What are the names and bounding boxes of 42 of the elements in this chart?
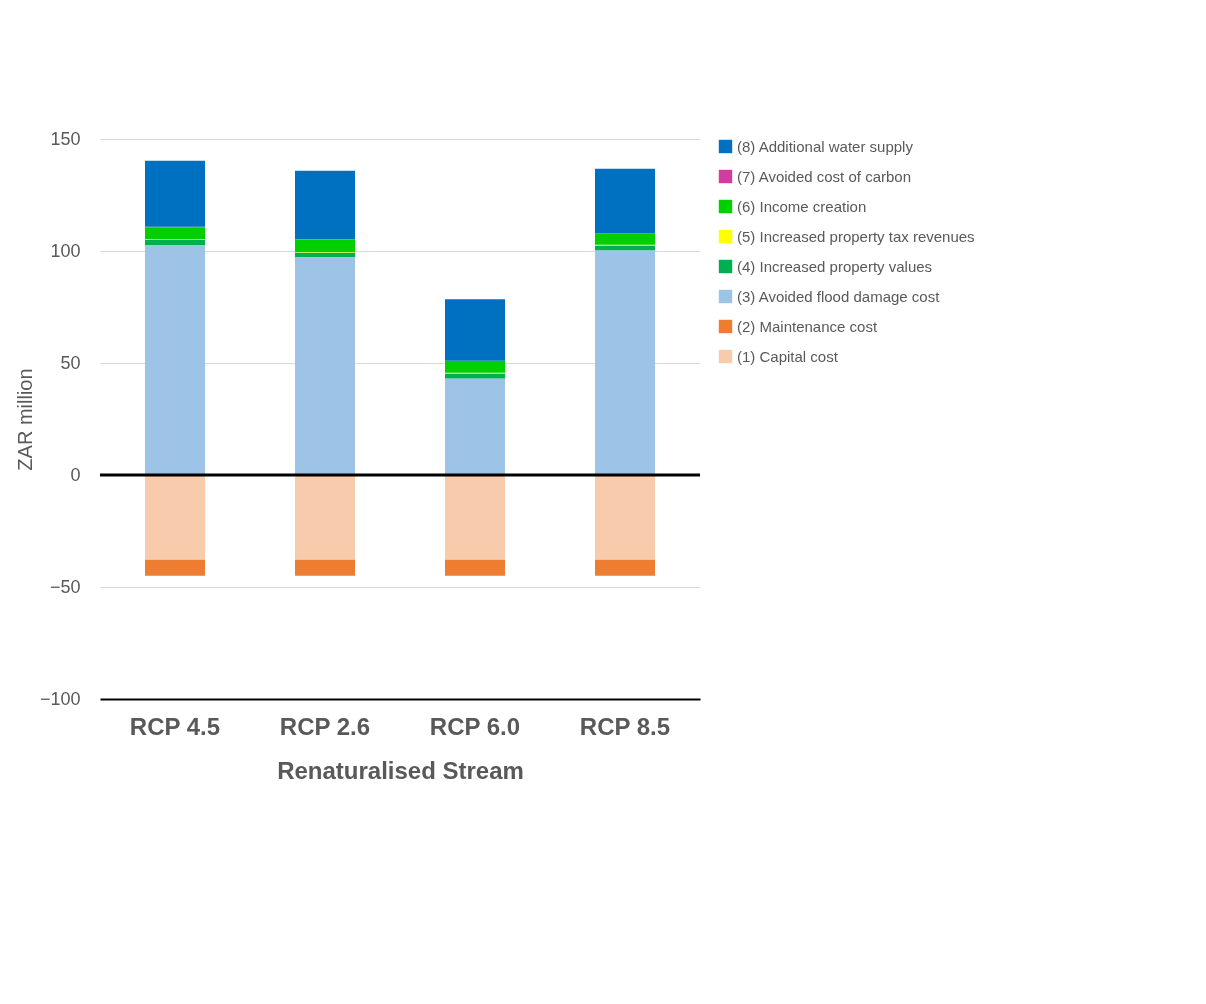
y-tick-label: 0	[70, 464, 81, 485]
legend-label: (4) Increased property values	[737, 257, 933, 275]
legend-label: (1) Capital cost	[737, 347, 839, 365]
bar	[145, 244, 205, 475]
bar	[145, 240, 205, 245]
bar	[145, 559, 205, 576]
bar	[595, 245, 655, 251]
x-tick-label: RCP 4.5	[129, 712, 221, 740]
bar	[445, 475, 505, 560]
legend-label: (6) Income creation	[737, 197, 867, 215]
bar	[295, 257, 355, 475]
bar	[445, 360, 505, 373]
bar	[145, 227, 205, 240]
bar	[295, 559, 355, 576]
x-tick-label: RCP 2.6	[279, 712, 371, 740]
y-tick-label: 50	[60, 352, 81, 373]
x-axis-title: Renaturalised Stream	[277, 756, 524, 784]
bar	[445, 299, 505, 361]
x-tick-label: RCP 8.5	[579, 712, 671, 740]
bar	[595, 559, 655, 576]
bar	[295, 170, 355, 239]
bar	[595, 233, 655, 245]
y-tick-label: −50	[49, 576, 81, 597]
bar	[295, 475, 355, 560]
x-tick-label: RCP 6.0	[429, 712, 521, 740]
legend-label: (8) Additional water supply	[737, 137, 914, 155]
legend-label: (5) Increased property tax revenues	[737, 227, 975, 245]
y-tick-label: −100	[39, 688, 81, 709]
y-tick-label: 150	[50, 128, 81, 149]
bar	[145, 475, 205, 560]
bar	[595, 475, 655, 560]
legend-label: (7) Avoided cost of carbon	[737, 167, 911, 185]
bar	[145, 160, 205, 227]
bar	[595, 250, 655, 475]
bar	[445, 559, 505, 576]
bar	[295, 239, 355, 252]
y-axis-title: ZAR million	[13, 368, 36, 471]
legend-label: (2) Maintenance cost	[737, 317, 878, 335]
bar	[445, 378, 505, 475]
y-tick-label: 100	[50, 240, 81, 261]
bar	[595, 168, 655, 234]
legend-label: (3) Avoided flood damage cost	[737, 287, 941, 305]
